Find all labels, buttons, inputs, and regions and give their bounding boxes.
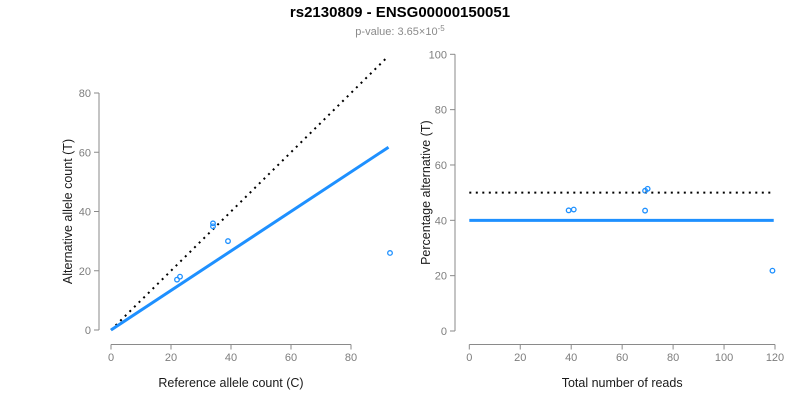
- x-tick-label: 80: [345, 352, 357, 364]
- figure-subtitle: p-value: 3.65×10-5: [0, 24, 800, 38]
- allele-count-scatter-panel: 0 20 40 60 80 0 20 40 60 80 Reference allele count…: [61, 55, 393, 390]
- data-point: [210, 220, 216, 227]
- y-tick-label: 60: [435, 160, 447, 172]
- x-tick-label: 40: [565, 352, 577, 364]
- data-point: [570, 206, 577, 213]
- x-tick-label: 100: [715, 352, 733, 364]
- data-point: [387, 250, 393, 256]
- y-tick-label: 20: [435, 271, 447, 283]
- x-tick-label: 60: [616, 352, 628, 364]
- y-tick-label: 100: [429, 49, 447, 61]
- y-tick-label: 60: [79, 147, 91, 159]
- x-tick-label: 60: [285, 352, 297, 364]
- data-point: [565, 207, 572, 214]
- percentage-scatter-panel: 0 20 40 60 80 100 0 20 40 60 80 100 120 Total number …: [419, 49, 784, 390]
- y-axis-title: Alternative allele count (T): [61, 139, 75, 284]
- data-point: [642, 207, 649, 214]
- data-point: [210, 223, 216, 230]
- y-tick-label: 0: [85, 325, 91, 337]
- data-point: [644, 185, 651, 192]
- x-axis-title: Reference allele count (C): [158, 376, 303, 390]
- data-point: [225, 238, 231, 245]
- x-tick-label: 40: [225, 352, 237, 364]
- y-tick-label: 20: [79, 266, 91, 278]
- y-tick-label: 0: [441, 326, 447, 338]
- x-tick-label: 20: [514, 352, 526, 364]
- x-tick-label: 80: [667, 352, 679, 364]
- y-tick-label: 40: [435, 215, 447, 227]
- figure-title: rs2130809 - ENSG00000150051: [289, 4, 511, 21]
- x-tick-label: 120: [766, 352, 784, 364]
- data-point: [174, 276, 180, 283]
- identity-line: [110, 55, 390, 331]
- data-point: [769, 267, 776, 274]
- x-tick-label: 0: [466, 352, 472, 364]
- y-tick-label: 40: [79, 207, 91, 219]
- y-tick-label: 80: [79, 88, 91, 100]
- pvalue-exponent: -5: [437, 24, 445, 33]
- x-tick-label: 0: [108, 352, 114, 364]
- x-axis-title: Total number of reads: [562, 376, 683, 390]
- y-axis-title: Percentage alternative (T): [419, 120, 433, 265]
- regression-line: [110, 145, 390, 332]
- pvalue-text: p-value: 3.65×10: [355, 26, 438, 38]
- data-point: [177, 273, 183, 280]
- x-tick-label: 20: [165, 352, 177, 364]
- y-tick-label: 80: [435, 105, 447, 117]
